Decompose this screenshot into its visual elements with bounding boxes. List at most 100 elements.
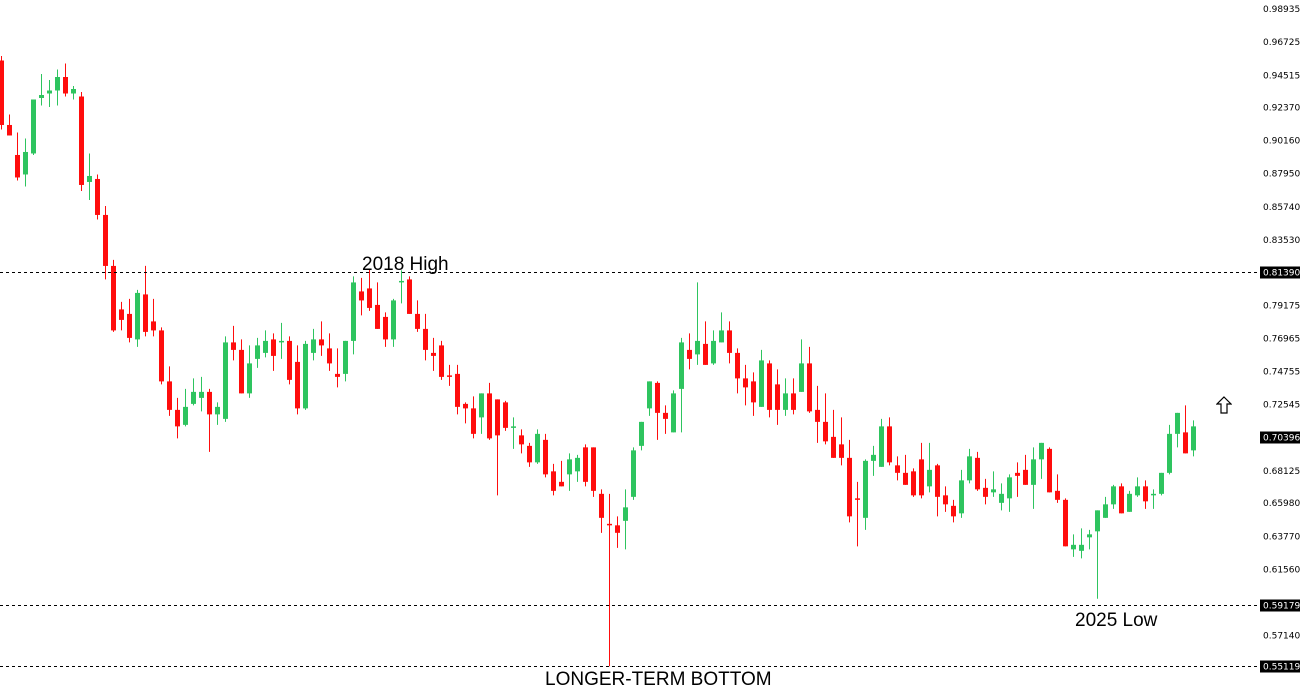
price-tick-label: 0.98935 [1263, 5, 1300, 15]
bull-candle [1191, 420, 1196, 457]
bear-candle [95, 174, 100, 220]
bull-candle [567, 453, 572, 491]
bull-candle [695, 282, 700, 365]
bull-candle [47, 79, 52, 107]
bear-candle [175, 397, 180, 439]
price-tick-label: 0.72545 [1263, 401, 1300, 411]
bear-candle [295, 345, 300, 415]
bull-candle [1095, 510, 1100, 599]
price-tick-label: 0.94515 [1263, 71, 1300, 81]
bear-candle [1055, 474, 1060, 503]
bull-candle [31, 99, 36, 155]
bear-candle [463, 402, 468, 424]
bull-candle [391, 298, 396, 347]
price-tick-label: 0.90160 [1263, 137, 1300, 147]
price-tick-label: 0.76965 [1263, 334, 1300, 344]
price-tick-label: 0.61560 [1263, 565, 1300, 575]
bull-candle [351, 276, 356, 355]
bull-candle [575, 454, 580, 482]
bear-candle [983, 478, 988, 505]
bear-candle [79, 91, 84, 191]
bear-candle [655, 381, 660, 440]
price-axis[interactable]: 0.98935 0.96725 0.94515 0.92370 0.90160 0.879… [1263, 5, 1300, 642]
bull-candle [399, 270, 404, 304]
bull-candle [991, 471, 996, 497]
bear-candle [375, 282, 380, 329]
price-tick-label: 0.74755 [1263, 368, 1300, 378]
bull-candle [999, 483, 1004, 511]
bear-candle [663, 405, 668, 434]
bear-candle [895, 456, 900, 481]
bear-candle [239, 339, 244, 394]
bull-candle [191, 378, 196, 406]
bear-candle [887, 417, 892, 466]
bull-candle [783, 378, 788, 416]
bull-candle [1159, 472, 1164, 496]
bear-candle [503, 400, 508, 431]
bear-candle [847, 439, 852, 523]
bull-candle [871, 445, 876, 476]
bear-candle [455, 364, 460, 415]
price-tick-label: 0.85740 [1263, 203, 1300, 213]
bear-candle [1183, 405, 1188, 454]
bull-candle [183, 388, 188, 427]
bear-candle [751, 372, 756, 416]
highlighted-price-label: 0.55119 [1263, 663, 1300, 673]
bear-candle [519, 429, 524, 454]
bull-candle [223, 336, 228, 422]
bull-candle [1079, 528, 1084, 559]
bear-candle [615, 516, 620, 548]
bull-candle [1151, 489, 1156, 509]
price-tick-label: 0.79175 [1263, 301, 1300, 311]
bear-candle [727, 321, 732, 364]
bear-candle [367, 268, 372, 311]
bull-candle [863, 459, 868, 530]
chart-annotation: 2025 Low [1075, 610, 1158, 631]
bull-candle [535, 429, 540, 464]
price-tick-label: 0.96725 [1263, 38, 1300, 48]
bear-candle [951, 499, 956, 523]
bear-candle [527, 442, 532, 467]
bear-candle [287, 336, 292, 385]
bear-candle [583, 444, 588, 487]
bear-candle [207, 388, 212, 452]
bear-candle [159, 327, 164, 385]
bear-candle [767, 360, 772, 418]
bull-candle [671, 390, 676, 433]
bull-candle [927, 442, 932, 493]
bear-candle [543, 433, 548, 478]
annotations-layer: 2018 High LONGER-TERM BOTTOM 2025 Low [362, 254, 1158, 690]
price-tick-label: 0.87950 [1263, 170, 1300, 180]
bear-candle [119, 301, 124, 331]
bear-candle [167, 366, 172, 416]
bear-candle [855, 481, 860, 547]
chart-annotation: LONGER-TERM BOTTOM [545, 669, 772, 690]
bear-candle [431, 337, 436, 371]
bear-candle [1119, 483, 1124, 514]
bull-candle [799, 339, 804, 392]
price-levels-layer: 0.81390 0.70396 0.59179 0.55119 [0, 266, 1300, 673]
bear-candle [559, 460, 564, 487]
price-tick-label: 0.57140 [1263, 632, 1300, 642]
bear-candle [151, 298, 156, 337]
bull-candle [623, 489, 628, 550]
bull-candle [631, 447, 636, 500]
bull-candle [1175, 412, 1180, 448]
bull-candle [511, 417, 516, 449]
bear-candle [0, 56, 4, 130]
bull-candle [639, 421, 644, 451]
bull-candle [1167, 424, 1172, 475]
price-tick-label: 0.83530 [1263, 236, 1300, 246]
bear-candle [1015, 462, 1020, 497]
bear-candle [807, 346, 812, 413]
bear-candle [103, 205, 108, 280]
bull-candle [263, 330, 268, 358]
price-label-badge [1260, 660, 1300, 673]
price-label-badge [1260, 266, 1300, 279]
bear-candle [383, 312, 388, 347]
bull-candle [255, 337, 260, 368]
bear-candle [919, 442, 924, 499]
bear-candle [703, 321, 708, 365]
bull-candle [135, 289, 140, 347]
price-label-badge [1260, 431, 1300, 444]
